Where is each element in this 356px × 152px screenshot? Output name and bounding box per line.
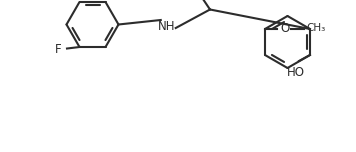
Text: NH: NH bbox=[158, 19, 176, 33]
Text: F: F bbox=[55, 43, 62, 56]
Text: HO: HO bbox=[287, 66, 305, 79]
Text: CH₃: CH₃ bbox=[306, 23, 325, 33]
Text: O: O bbox=[280, 22, 289, 36]
